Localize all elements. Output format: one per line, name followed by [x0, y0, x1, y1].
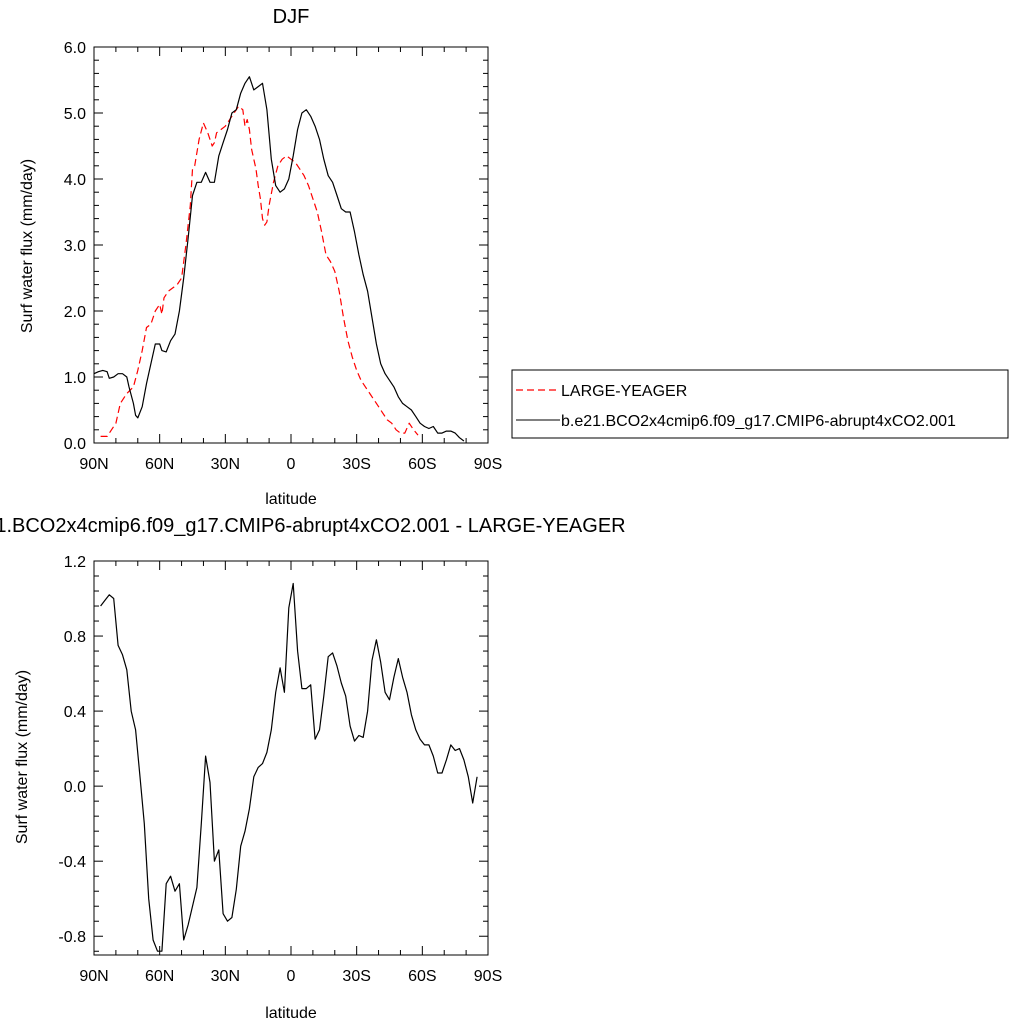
y-tick-label: 0.8 [64, 629, 86, 646]
top-panel: DJF Surf water flux (mm/day) latitude 90… [19, 6, 1009, 508]
y-tick-label: 0.0 [64, 779, 86, 796]
x-tick-label: 30N [211, 968, 240, 985]
x-tick-label: 60N [145, 456, 174, 473]
bottom-panel: b.e21.BCO2x4cmip6.f09_g17.CMIP6-abrupt4x… [0, 515, 626, 1022]
series-line-b-e21-bco2x4cmip6-f09-g17-cmip6-abrupt4xco2-001 [93, 76, 465, 442]
legend-label-abrupt4xco2: b.e21.BCO2x4cmip6.f09_g17.CMIP6-abrupt4x… [561, 413, 956, 430]
y-tick-label: 2.0 [64, 304, 86, 321]
y-tick-label: 5.0 [64, 106, 86, 123]
bottom-x-axis-label: latitude [265, 1005, 317, 1022]
y-tick-label: 4.0 [64, 172, 86, 189]
y-tick-label: 6.0 [64, 40, 86, 57]
difference-series-line [100, 582, 478, 952]
x-tick-label: 60S [408, 456, 436, 473]
x-tick-label: 30S [342, 968, 370, 985]
series-line-large-yeager [100, 105, 419, 437]
x-tick-label: 0 [287, 456, 296, 473]
x-tick-label: 30S [342, 456, 370, 473]
top-chart-title: DJF [273, 6, 310, 28]
y-tick-label: 3.0 [64, 238, 86, 255]
x-tick-label: 60S [408, 968, 436, 985]
y-tick-label: -0.8 [58, 929, 86, 946]
x-tick-label: 60N [145, 968, 174, 985]
top-x-axis-label: latitude [265, 491, 317, 508]
bottom-plot-frame [93, 560, 489, 956]
legend-box [511, 369, 1009, 439]
y-tick-label: 1.2 [64, 554, 86, 571]
bottom-y-axis-label: Surf water flux (mm/day) [14, 670, 31, 844]
y-tick-label: 0.0 [64, 436, 86, 453]
top-plot-frame [93, 46, 489, 444]
y-tick-label: -0.4 [58, 854, 86, 871]
legend-label-large-yeager: LARGE-YEAGER [561, 383, 687, 400]
top-y-axis-label: Surf water flux (mm/day) [19, 159, 36, 333]
x-tick-label: 90N [79, 456, 108, 473]
x-tick-label: 90N [79, 968, 108, 985]
y-tick-label: 1.0 [64, 370, 86, 387]
x-tick-label: 0 [287, 968, 296, 985]
x-tick-label: 90S [474, 968, 502, 985]
x-tick-label: 90S [474, 456, 502, 473]
bottom-chart-title: b.e21.BCO2x4cmip6.f09_g17.CMIP6-abrupt4x… [0, 515, 626, 537]
legend: LARGE-YEAGER b.e21.BCO2x4cmip6.f09_g17.C… [511, 369, 1009, 439]
y-tick-label: 0.4 [64, 704, 86, 721]
x-tick-label: 30N [211, 456, 240, 473]
